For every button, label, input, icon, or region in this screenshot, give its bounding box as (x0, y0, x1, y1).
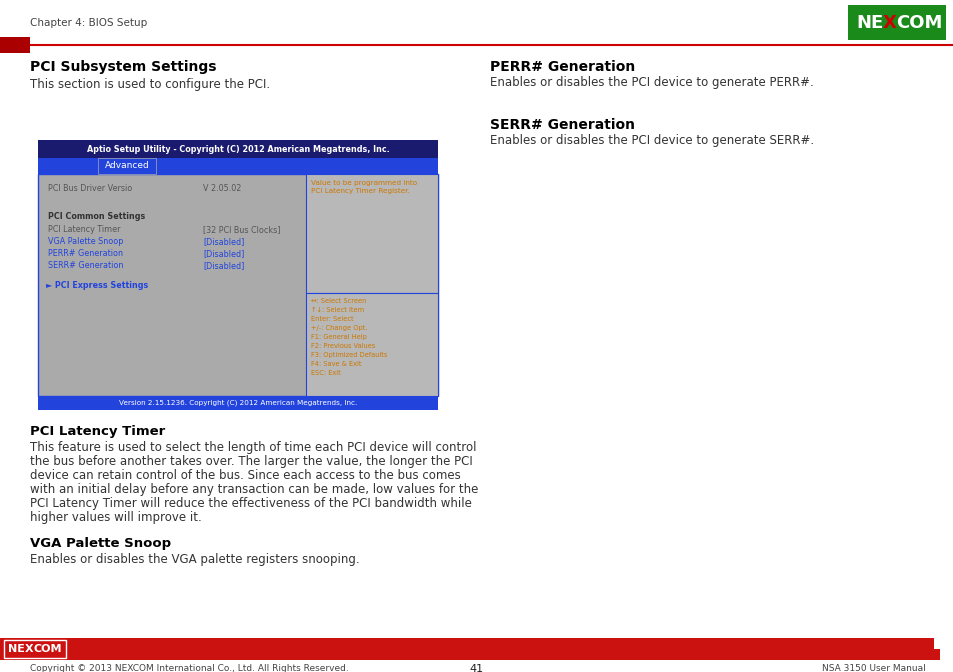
Text: Version 2.15.1236. Copyright (C) 2012 American Megatrends, Inc.: Version 2.15.1236. Copyright (C) 2012 Am… (119, 400, 356, 407)
Text: ► PCI Express Settings: ► PCI Express Settings (46, 281, 148, 290)
Text: This section is used to configure the PCI.: This section is used to configure the PC… (30, 78, 270, 91)
Text: NE: NE (855, 13, 882, 32)
Bar (939, 649, 953, 660)
Bar (38, 140, 437, 158)
Bar (4, 640, 66, 658)
Text: COM: COM (895, 13, 942, 32)
Text: COM: COM (34, 644, 63, 654)
Text: [Disabled]: [Disabled] (203, 237, 244, 246)
Text: PCI Latency Timer will reduce the effectiveness of the PCI bandwidth while: PCI Latency Timer will reduce the effect… (30, 497, 472, 510)
Text: VGA Palette Snoop: VGA Palette Snoop (30, 537, 171, 550)
Text: PCI Subsystem Settings: PCI Subsystem Settings (30, 60, 216, 74)
Text: X: X (882, 13, 896, 32)
Text: the bus before another takes over. The larger the value, the longer the PCI: the bus before another takes over. The l… (30, 455, 473, 468)
Text: PERR# Generation: PERR# Generation (490, 60, 635, 74)
Text: higher values will improve it.: higher values will improve it. (30, 511, 201, 524)
Text: X: X (25, 644, 33, 654)
Text: 41: 41 (470, 664, 483, 672)
Bar (4, 640, 66, 658)
Bar (306, 293, 437, 396)
Text: VGA Palette Snoop: VGA Palette Snoop (48, 237, 123, 246)
Text: [Disabled]: [Disabled] (203, 261, 244, 270)
Bar (0, 638, 953, 660)
Bar (38, 174, 437, 396)
Text: PCI Latency Timer: PCI Latency Timer (48, 225, 120, 234)
Bar (847, 5, 945, 40)
Text: V 2.05.02: V 2.05.02 (203, 184, 241, 193)
Text: [Disabled]: [Disabled] (203, 249, 244, 258)
Bar (98, 158, 156, 174)
Text: PCI Bus Driver Versio: PCI Bus Driver Versio (48, 184, 132, 193)
Text: SERR# Generation: SERR# Generation (48, 261, 123, 270)
Text: Enables or disables the PCI device to generate SERR#.: Enables or disables the PCI device to ge… (490, 134, 813, 147)
Text: Value to be programmed into
PCI Latency Timer Register.: Value to be programmed into PCI Latency … (311, 180, 416, 194)
Text: with an initial delay before any transaction can be made, low values for the: with an initial delay before any transac… (30, 483, 477, 496)
Bar (0, 37, 30, 53)
Bar (38, 158, 437, 174)
Text: Chapter 4: BIOS Setup: Chapter 4: BIOS Setup (30, 18, 147, 28)
Text: ↔: Select Screen
↑↓: Select Item
Enter: Select
+/-: Change Opt.
F1: General Help: ↔: Select Screen ↑↓: Select Item Enter: … (311, 298, 387, 376)
Text: NE: NE (8, 644, 25, 654)
Text: This feature is used to select the length of time each PCI device will control: This feature is used to select the lengt… (30, 441, 476, 454)
Text: Advanced: Advanced (105, 161, 150, 171)
Bar (933, 638, 953, 649)
Text: PCI Common Settings: PCI Common Settings (48, 212, 145, 221)
Text: NSA 3150 User Manual: NSA 3150 User Manual (821, 664, 925, 672)
Text: Enables or disables the VGA palette registers snooping.: Enables or disables the VGA palette regi… (30, 553, 359, 566)
Text: PCI Latency Timer: PCI Latency Timer (30, 425, 165, 438)
Text: Aptio Setup Utility - Copyright (C) 2012 American Megatrends, Inc.: Aptio Setup Utility - Copyright (C) 2012… (87, 144, 389, 153)
Text: Enables or disables the PCI device to generate PERR#.: Enables or disables the PCI device to ge… (490, 76, 813, 89)
Text: SERR# Generation: SERR# Generation (490, 118, 635, 132)
Bar (38, 396, 437, 410)
Text: PERR# Generation: PERR# Generation (48, 249, 123, 258)
Text: Copyright © 2013 NEXCOM International Co., Ltd. All Rights Reserved.: Copyright © 2013 NEXCOM International Co… (30, 664, 349, 672)
Text: [32 PCI Bus Clocks]: [32 PCI Bus Clocks] (203, 225, 280, 234)
Bar (306, 174, 437, 293)
Text: device can retain control of the bus. Since each access to the bus comes: device can retain control of the bus. Si… (30, 469, 460, 482)
